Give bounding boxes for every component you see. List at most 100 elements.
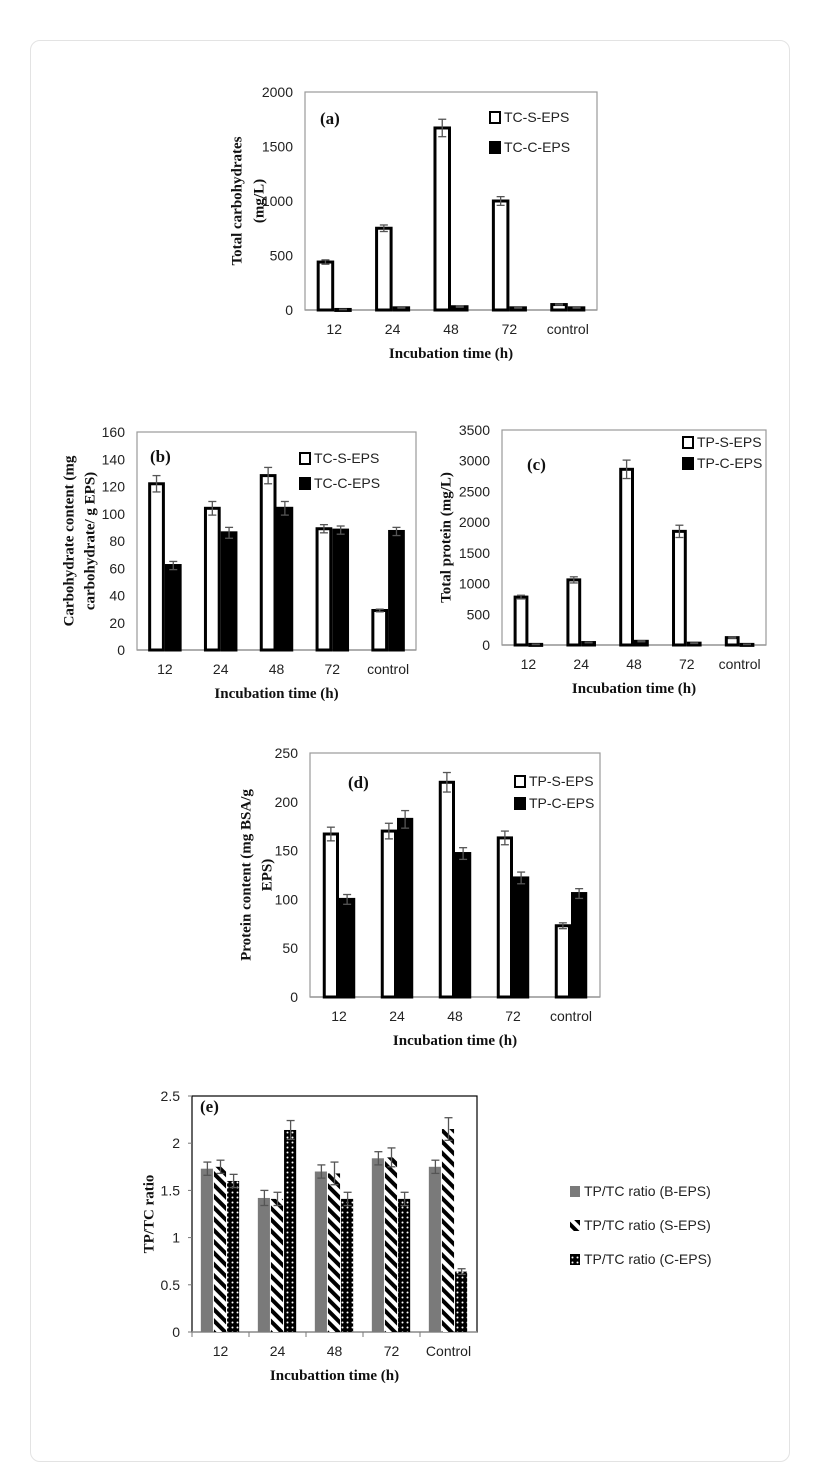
bar-tp-tc-ratio-b-eps- [314,1171,327,1332]
bar-tp-tc-ratio-c-eps- [398,1198,411,1332]
chart-a: 0 500 1000 1500 2000 12 24 48 72 control TC-S-EPS T… [229,84,598,362]
x-tick-label: 24 [270,1343,286,1359]
legend-label: TP/TC ratio (S-EPS) [584,1217,711,1233]
x-tick-label: 48 [327,1343,343,1359]
chart-b-panel: 0 20 40 60 80 100 120 140 160 12 24 48 72 control TC-S… [43,415,430,708]
y-tick-label: 0 [290,989,298,1005]
y-tick-label: 1500 [459,545,490,561]
legend-swatch [299,452,311,465]
legend-label: TP/TC ratio (C-EPS) [584,1251,712,1267]
y-tick-label: 2.5 [161,1088,181,1104]
bar-tc-s-eps [371,608,389,652]
bar-tp-tc-ratio-s-eps- [270,1198,284,1332]
legend-label: TC-S-EPS [314,450,379,466]
bar-tc-s-eps [491,199,510,312]
y-tick-label: 2000 [459,514,490,530]
chart-b: 0 20 40 60 80 100 120 140 160 12 24 48 72 control TC-S… [61,424,417,702]
chart-e: 0 0.5 1 1.5 2 2.5 12 24 48 72 Control TP/TC ratio (… [141,1088,712,1384]
bar-tp-tc-ratio-c-eps- [455,1271,468,1332]
bar-tp-s-eps [672,529,687,647]
legend-swatch [489,141,501,154]
bar-tp-tc-ratio-b-eps- [371,1158,384,1332]
legend-label: TC-C-EPS [504,139,570,155]
y-tick-label: 0 [172,1324,180,1340]
chart-d: 0 50 100 150 200 250 12 24 48 72 control TP-S-EPS TP… [238,745,601,1049]
bar-tc-c-eps [220,531,238,652]
chart-c: 0 500 1000 1500 2000 2500 3000 3500 12 24 48 72 cont… [438,422,767,697]
y-tick-label: 140 [102,451,126,467]
x-axis-title: Incubation time (h) [389,346,513,362]
x-tick-label: 24 [573,656,589,672]
y-tick-label: 3000 [459,453,490,469]
y-axis-title: Carbohydrate content (mg [61,455,77,626]
y-tick-label: 1000 [262,193,293,209]
legend-swatch [514,775,526,788]
x-tick-label: 48 [443,321,459,337]
legend-label: TP-C-EPS [697,455,762,471]
legend-label: TP-S-EPS [529,773,594,789]
y-tick-label: 1 [172,1230,180,1246]
x-axis-title: Incubation time (h) [393,1033,517,1049]
legend-swatch [299,477,311,490]
legend-label: TC-C-EPS [314,475,380,491]
y-tick-label: 2000 [262,84,293,100]
panel-label: (d) [348,773,369,792]
bar-tp-c-eps [571,892,588,999]
bar-tp-tc-ratio-c-eps- [284,1129,297,1332]
x-tick-label: 24 [385,321,401,337]
y-tick-label: 200 [275,794,299,810]
bar-tc-s-eps [259,474,277,652]
x-axis-title: Incubation time (h) [214,686,338,702]
y-tick-label: 150 [275,843,299,859]
bar-tc-c-eps [164,564,182,652]
y-tick-label: 60 [109,560,125,576]
x-tick-label: 12 [326,321,342,337]
panel-label: (c) [527,455,546,474]
y-tick-label: 500 [270,248,294,264]
bar-tp-s-eps [322,832,340,999]
chart-e-panel: 0 0.5 1 1.5 2 2.5 12 24 48 72 Control TP/TC ratio (… [120,1060,730,1400]
chart-d-panel: 0 50 100 150 200 250 12 24 48 72 control TP-S-EPS TP… [232,738,620,1060]
legend-swatch [570,1186,580,1197]
bar-tp-s-eps [619,467,635,647]
bar-tp-c-eps [397,817,414,999]
x-tick-label: 12 [213,1343,229,1359]
y-tick-label: 120 [102,479,126,495]
y-tick-label: 250 [275,745,299,761]
x-tick-label: 24 [213,661,229,677]
x-tick-label: 48 [269,661,285,677]
x-tick-label: Control [426,1343,471,1359]
y-tick-label: 160 [102,424,126,440]
panel-label: (e) [200,1097,219,1116]
y-tick-label: 1.5 [161,1182,181,1198]
legend-swatch [570,1254,580,1265]
y-tick-label: 40 [109,588,125,604]
bar-tp-c-eps [455,852,472,999]
x-tick-label: 72 [384,1343,400,1359]
bar-tp-s-eps [496,836,514,999]
chart-c-panel: 0 500 1000 1500 2000 2500 3000 3500 12 24 48 72 cont… [430,365,775,710]
y-tick-label: 0 [117,642,125,658]
y-tick-label: 50 [282,940,298,956]
x-tick-label: control [547,321,589,337]
y-axis-title: Total carbohydrates [229,136,245,265]
bar-tp-tc-ratio-s-eps- [213,1166,227,1332]
x-tick-label: 48 [447,1008,463,1024]
bar-tp-tc-ratio-c-eps- [341,1198,354,1332]
y-tick-label: 2500 [459,483,490,499]
legend-swatch [682,436,694,449]
bar-tp-c-eps [339,897,356,999]
panel-label: (a) [320,109,340,128]
x-axis-title: Incubattion time (h) [270,1368,399,1384]
bar-tp-s-eps [380,829,397,999]
x-tick-label: 72 [325,661,341,677]
legend-label: TP-S-EPS [697,434,762,450]
x-tick-label: 12 [521,656,537,672]
panel-label: (b) [150,447,171,466]
bar-tp-tc-ratio-b-eps- [200,1168,213,1332]
bar-tc-s-eps [316,260,335,312]
bar-tc-c-eps [388,529,405,652]
y-tick-label: 0.5 [161,1277,181,1293]
y-tick-label: 1500 [262,139,293,155]
x-tick-label: 72 [502,321,518,337]
